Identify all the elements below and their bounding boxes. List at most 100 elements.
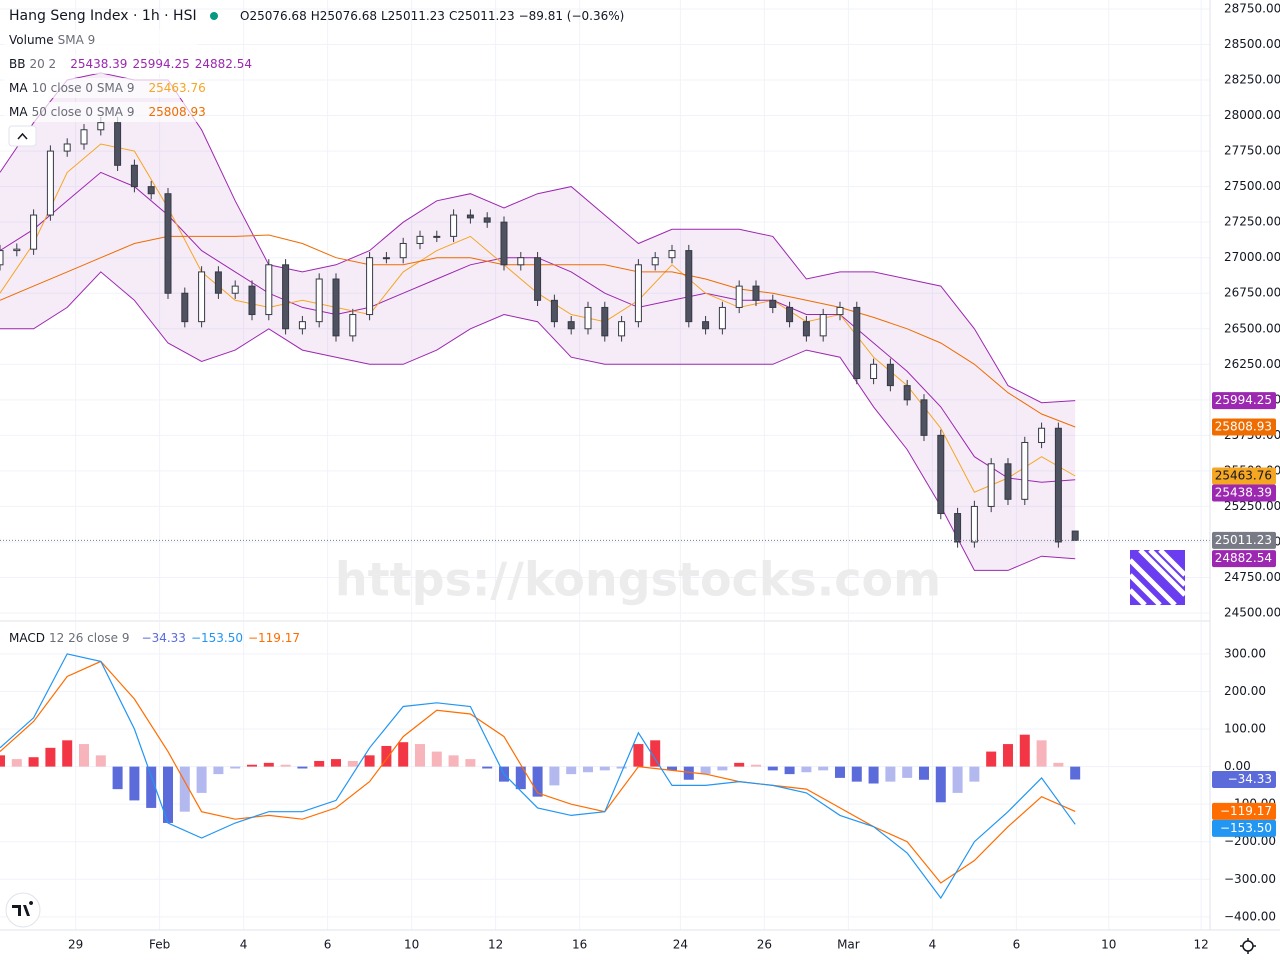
candle-body bbox=[886, 363, 894, 387]
y-tick-label: 27750.00 bbox=[1224, 144, 1280, 158]
histogram-bar bbox=[112, 766, 123, 790]
price-badge-label: 25808.93 bbox=[1215, 419, 1272, 433]
histogram-bar bbox=[566, 766, 577, 775]
candle-body bbox=[63, 143, 71, 152]
histogram-bar bbox=[1019, 734, 1030, 767]
histogram-bar bbox=[935, 766, 946, 803]
histogram-bar bbox=[314, 760, 325, 767]
y-tick-label: 25250.00 bbox=[1224, 499, 1280, 513]
indicator-value: 25438.39 bbox=[70, 57, 127, 71]
symbol-title: Hang Seng Index · 1h · HSI bbox=[9, 8, 197, 24]
candle-body bbox=[214, 271, 222, 294]
histogram-bar bbox=[784, 766, 795, 775]
watermark: https://kongstocks.com bbox=[335, 553, 941, 607]
histogram-bar bbox=[213, 766, 224, 775]
price-badge bbox=[1212, 484, 1276, 502]
histogram-bar bbox=[750, 764, 761, 767]
candle-body bbox=[399, 242, 407, 259]
histogram-bar bbox=[62, 740, 73, 767]
legend-bg bbox=[4, 30, 198, 50]
candle-body bbox=[298, 321, 306, 330]
candle-body bbox=[164, 193, 172, 294]
candle-body bbox=[433, 235, 441, 238]
histogram-bar bbox=[347, 760, 358, 767]
indicator-value: 25463.76 bbox=[148, 81, 205, 95]
x-tick-label: 10 bbox=[404, 938, 419, 952]
histogram-bar bbox=[1070, 766, 1081, 780]
indicator-value: 25994.25 bbox=[132, 57, 189, 71]
candle-body bbox=[282, 264, 290, 330]
signal-line bbox=[0, 660, 1076, 884]
histogram-bar bbox=[986, 751, 997, 767]
candle-body bbox=[231, 285, 239, 294]
candle-body bbox=[1004, 463, 1012, 500]
collapse-button[interactable] bbox=[8, 125, 37, 147]
legend-row: MACD 12 26 close 9 −34.33 −153.50 −119.17 bbox=[9, 631, 300, 645]
histogram-bar bbox=[734, 762, 745, 767]
indicator-value: −119.17 bbox=[248, 631, 300, 645]
candle-body bbox=[366, 257, 374, 316]
candle-body bbox=[937, 434, 945, 515]
histogram-bar bbox=[230, 766, 241, 769]
histogram-bar bbox=[515, 766, 526, 790]
candle-body bbox=[349, 314, 357, 337]
histogram-bar bbox=[851, 766, 862, 782]
tv-logo-mark bbox=[12, 901, 34, 916]
settings-icon[interactable] bbox=[1240, 938, 1256, 954]
histogram-bar bbox=[146, 766, 157, 808]
candle-body bbox=[1021, 441, 1029, 500]
x-tick-label: 6 bbox=[1013, 938, 1021, 952]
y-tick-label: 26750.00 bbox=[1224, 286, 1280, 300]
x-tick-label: Mar bbox=[837, 938, 860, 952]
histogram-bar bbox=[1053, 762, 1064, 767]
histogram-bar bbox=[330, 759, 341, 767]
histogram-bar bbox=[801, 766, 812, 773]
y-tick-label: 28250.00 bbox=[1224, 73, 1280, 87]
histogram-bar bbox=[448, 755, 459, 767]
candle-body bbox=[954, 513, 962, 543]
candle-body bbox=[601, 306, 609, 337]
candle-body bbox=[634, 264, 642, 323]
histogram-bar bbox=[1002, 744, 1013, 767]
indicator-value: −34.33 bbox=[142, 631, 186, 645]
candle-body bbox=[0, 250, 4, 266]
histogram-bar bbox=[78, 744, 89, 767]
price-badge-label: −119.17 bbox=[1220, 804, 1272, 818]
indicator-name: MA bbox=[9, 81, 28, 95]
candle-body bbox=[718, 306, 726, 330]
collapse-icon bbox=[17, 132, 28, 140]
histogram-bar bbox=[129, 766, 140, 801]
candle-body bbox=[735, 285, 743, 308]
x-tick-label: 26 bbox=[757, 938, 772, 952]
logo bbox=[1128, 548, 1187, 607]
candle-body bbox=[870, 363, 878, 380]
indicator-value: 24882.54 bbox=[195, 57, 252, 71]
y-tick-label: 26500.00 bbox=[1224, 321, 1280, 335]
candle-body bbox=[13, 248, 21, 252]
candle-body bbox=[500, 221, 508, 266]
histogram-bar bbox=[45, 747, 56, 767]
candle-body bbox=[30, 214, 38, 250]
candle-body bbox=[685, 250, 693, 323]
price-badge-label: 25011.23 bbox=[1215, 533, 1272, 547]
histogram-bar bbox=[381, 745, 392, 767]
y-tick-label: 200.00 bbox=[1224, 684, 1266, 698]
candle-body bbox=[450, 214, 458, 237]
candle-body bbox=[315, 278, 323, 323]
histogram-bar bbox=[414, 744, 425, 767]
indicator-name: BB bbox=[9, 57, 25, 71]
tv-logo-bg bbox=[5, 892, 41, 928]
candle-body bbox=[198, 271, 206, 323]
candle-body bbox=[466, 214, 474, 219]
candle-body bbox=[248, 285, 256, 316]
histogram-bar bbox=[297, 766, 308, 769]
candle-body bbox=[97, 122, 105, 131]
histogram-bar bbox=[162, 766, 173, 823]
candle-body bbox=[130, 164, 138, 188]
price-badge bbox=[1212, 802, 1276, 820]
indicator-params: 20 2 bbox=[29, 57, 56, 71]
histogram-bar bbox=[767, 766, 778, 771]
indicator-value: 25808.93 bbox=[148, 105, 205, 119]
